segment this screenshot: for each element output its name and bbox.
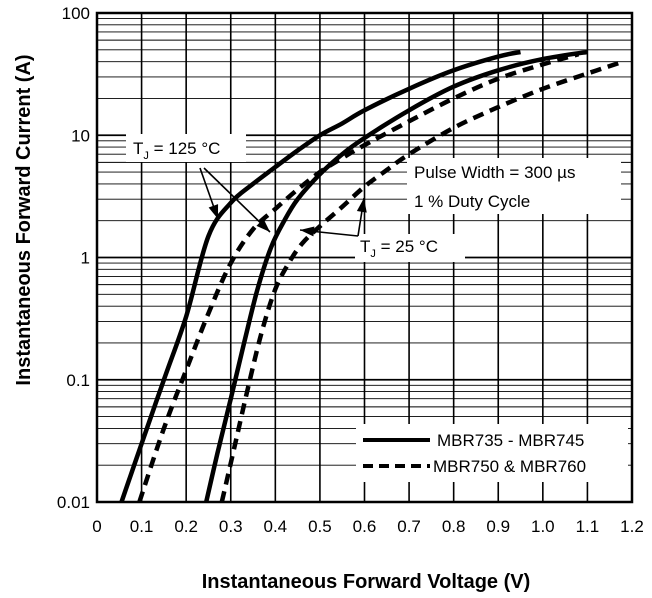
x-tick-label: 1.1 (576, 517, 600, 536)
series-line-solid-2 (204, 49, 588, 503)
legend-box (356, 424, 628, 482)
series-layer (119, 49, 624, 503)
y-tick-label: 10 (71, 126, 90, 145)
arrow-tj25-solid-head (300, 226, 315, 237)
series-line-solid-1 (119, 49, 521, 503)
legend-entry-dashed: MBR750 & MBR760 (433, 457, 586, 476)
arrow-tj125-solid-head (208, 204, 219, 219)
annotation-backgrounds (126, 134, 621, 262)
y-tick-label: 100 (62, 4, 90, 23)
x-tick-label: 0.9 (486, 517, 510, 536)
x-tick-label: 0.5 (308, 517, 332, 536)
plot-frame (95, 11, 634, 504)
x-tick-label: 0.2 (174, 517, 198, 536)
x-tick-label: 0.8 (442, 517, 466, 536)
annotation-background (407, 158, 621, 214)
x-tick-label: 0.1 (130, 517, 154, 536)
y-tick-label: 0.01 (57, 493, 90, 512)
y-tick-labels: 0.01 0.1 1 10 100 (57, 4, 90, 512)
annotation-background (355, 234, 465, 262)
x-tick-label: 0.7 (397, 517, 421, 536)
y-tick-label: 1 (81, 249, 90, 268)
arrow-tj125-dashed-shaft (203, 167, 271, 233)
x-tick-label: 0 (92, 517, 101, 536)
y-axis-label: Instantaneous Forward Current (A) (13, 54, 35, 385)
x-tick-label: 0.4 (264, 517, 288, 536)
legend-entry-solid: MBR735 - MBR745 (437, 431, 584, 450)
legend: MBR735 - MBR745 MBR750 & MBR760 (356, 424, 628, 482)
duty-cycle-annotation: 1 % Duty Cycle (414, 192, 530, 211)
x-tick-label: 1.0 (531, 517, 555, 536)
y-tick-label: 0.1 (66, 371, 90, 390)
x-tick-labels: 0 0.1 0.2 0.3 0.4 0.5 0.6 0.7 0.8 0.9 1.0 1.1 1.2 (92, 517, 644, 536)
x-axis-label: Instantaneous Forward Voltage (V) (202, 571, 531, 593)
x-tick-label: 0.3 (219, 517, 243, 536)
series-line-dashed-3 (137, 52, 580, 503)
tj-125-annotation: TJ = 125 °C (133, 139, 220, 162)
pulse-width-annotation: Pulse Width = 300 µs (414, 163, 575, 182)
arrow-tj25-dashed-head (356, 198, 367, 213)
annotation-background (126, 134, 246, 162)
annotation-arrows (199, 167, 367, 237)
tj-25-annotation: TJ = 25 °C (360, 237, 438, 260)
series-line-dashed-4 (219, 59, 624, 503)
arrow-tj125-dashed-head (256, 218, 270, 232)
x-tick-label: 1.2 (620, 517, 644, 536)
x-tick-label: 0.6 (353, 517, 377, 536)
